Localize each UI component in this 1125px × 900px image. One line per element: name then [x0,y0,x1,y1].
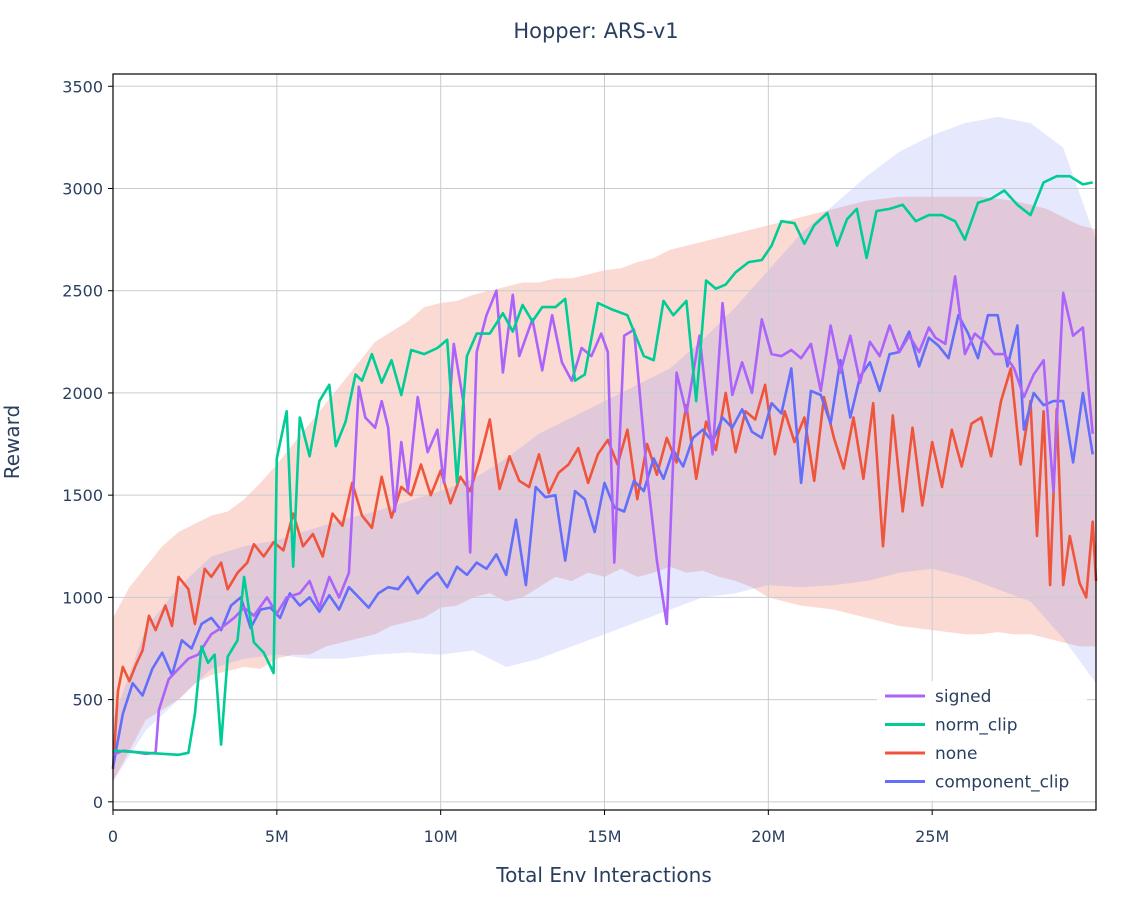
y-axis-ticks: 0 500 1000 1500 2000 2500 3000 3500 [62,77,113,812]
x-tick-label-2: 10M [424,827,458,846]
x-tick-label-0: 0 [108,827,118,846]
series-line-signed [112,275,1094,756]
legend-label-signed: signed [935,687,991,707]
x-tick-label-5: 25M [915,827,949,846]
legend-label-norm-clip: norm_clip [935,716,1018,736]
y-tick-label-7: 3500 [62,77,103,96]
y-tick-label-6: 3000 [62,179,103,198]
y-tick-label-3: 1500 [62,486,103,505]
y-tick-label-1: 500 [72,691,103,710]
data-lines [111,174,1098,770]
x-tick-label-1: 5M [265,827,289,846]
legend-label-none: none [935,744,977,764]
y-tick-label-4: 2000 [62,384,103,403]
x-tick-label-4: 20M [751,827,785,846]
series-line-norm-clip [112,174,1093,757]
y-axis-title: Reward [0,405,24,479]
y-tick-label-0: 0 [93,793,103,812]
chart-title: Hopper: ARS-v1 [513,19,678,43]
y-tick-label-5: 2500 [62,282,103,301]
x-tick-label-3: 15M [587,827,621,846]
legend-label-component-clip: component_clip [935,773,1069,793]
x-axis-ticks: 0 5M 10M 15M 20M 25M [108,810,949,846]
x-axis-title: Total Env Interactions [495,863,712,887]
series-line-none [111,367,1098,770]
y-tick-label-2: 1000 [62,588,103,607]
